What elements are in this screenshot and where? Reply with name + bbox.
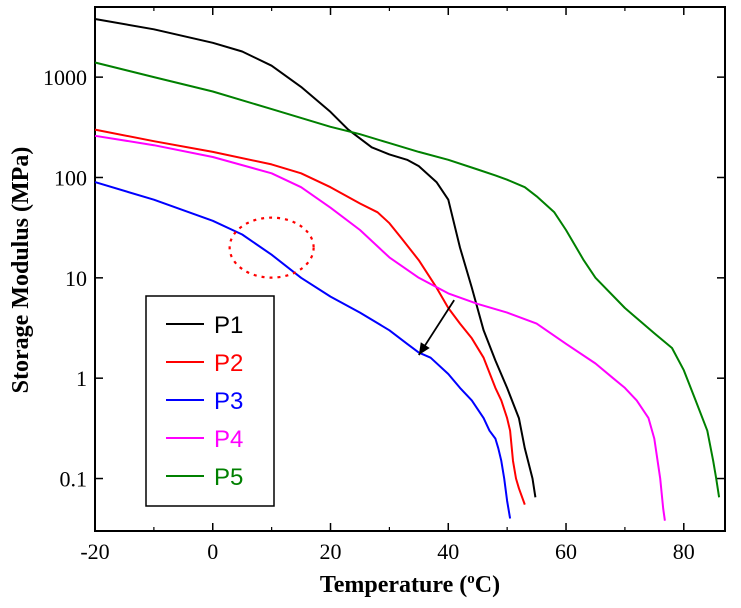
x-tick-label: 80 [673,539,695,564]
legend-label-p3: P3 [214,388,243,415]
annotations [228,216,455,356]
legend: P1 P2 P3 P4 P5 [145,295,275,507]
x-tick-label: -20 [80,539,109,564]
legend-label-p5: P5 [214,464,243,491]
arrow-head [418,342,430,356]
series-lines [94,18,721,521]
legend-label-p1: P1 [214,312,243,339]
x-tick-label: 0 [207,539,218,564]
series-line-p5 [94,61,721,498]
y-tick-label: 0.1 [60,467,88,492]
y-tick-label: 100 [54,165,87,190]
x-tick-label: 20 [320,539,342,564]
legend-label-p2: P2 [214,350,243,377]
y-axis-title: Storage Modulus (MPa) [8,147,34,394]
series-line-p3 [94,181,512,519]
y-tick-label: 10 [65,266,87,291]
series-line-p2 [94,128,526,505]
x-tick-label: 60 [555,539,577,564]
legend-box [145,295,275,507]
series-line-p4 [94,134,666,521]
x-axis-ticks: -20 0 20 40 60 80 [80,7,695,564]
x-tick-label: 40 [437,539,459,564]
y-tick-label: 1000 [43,65,87,90]
legend-label-p4: P4 [214,426,243,453]
plot-frame [94,6,726,532]
y-axis-ticks: 0.1 1 10 100 1000 [43,65,725,492]
series-line-p1 [94,18,537,498]
y-tick-label: 1 [76,366,87,391]
x-axis-title: Temperature (oC) [320,571,500,598]
highlight-ellipse [228,216,315,279]
